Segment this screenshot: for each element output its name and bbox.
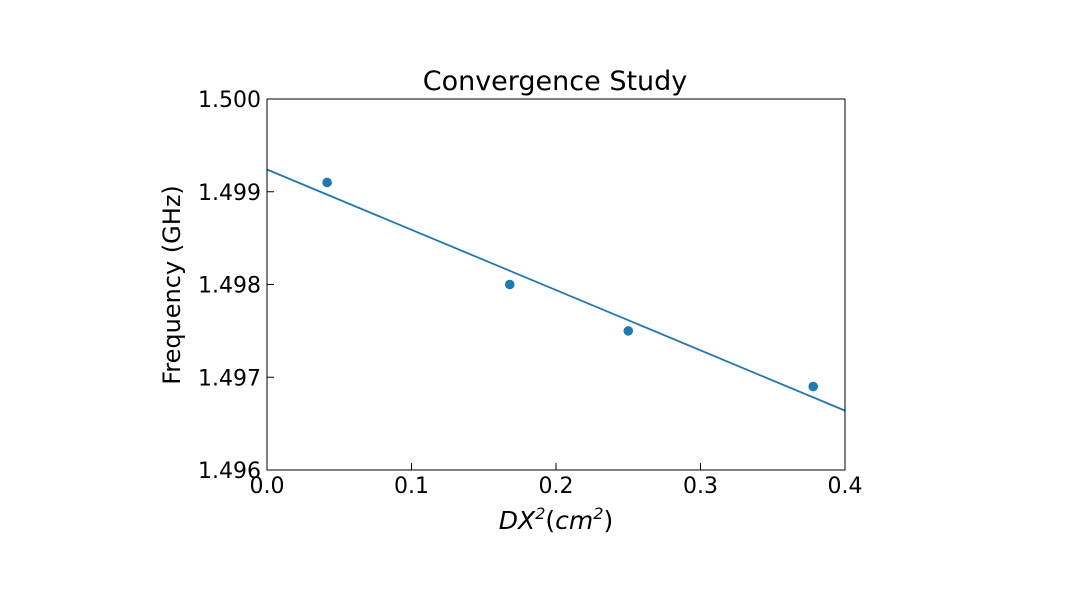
y-tick-label: 1.498 xyxy=(198,274,261,299)
x-label-open-paren: ( xyxy=(545,506,555,535)
fit-line-layer xyxy=(266,168,846,412)
data-point xyxy=(808,381,819,392)
fit-line xyxy=(266,168,846,412)
x-label-close-paren: ) xyxy=(603,506,613,535)
x-label-base: DX xyxy=(499,506,536,535)
x-label-unit: cm xyxy=(555,506,593,535)
y-tick-label: 1.497 xyxy=(198,366,261,391)
x-label-exponent: 2 xyxy=(535,504,545,523)
x-tick-label: 0.4 xyxy=(828,474,863,499)
data-point xyxy=(504,279,515,290)
y-tick-label: 1.496 xyxy=(198,459,261,484)
x-axis-ticks: 0.0 0.1 0.2 0.3 0.4 xyxy=(250,463,863,499)
y-axis-label: Frequency (GHz) xyxy=(158,185,186,385)
x-tick-label: 0.0 xyxy=(250,474,285,499)
x-axis-label: DX2(cm2) xyxy=(499,504,613,535)
data-point xyxy=(322,177,332,188)
data-point xyxy=(623,326,634,336)
y-tick-label: 1.500 xyxy=(198,88,261,113)
x-tick-label: 0.2 xyxy=(539,474,574,499)
x-label-unit-exponent: 2 xyxy=(593,504,603,523)
chart-title: Convergence Study xyxy=(423,66,688,97)
y-tick-label: 1.499 xyxy=(198,181,261,206)
data-points-layer xyxy=(322,177,819,392)
y-axis-ticks: 1.496 1.497 1.498 1.499 1.500 xyxy=(198,88,274,484)
x-tick-label: 0.1 xyxy=(394,474,429,499)
x-tick-label: 0.3 xyxy=(683,474,718,499)
